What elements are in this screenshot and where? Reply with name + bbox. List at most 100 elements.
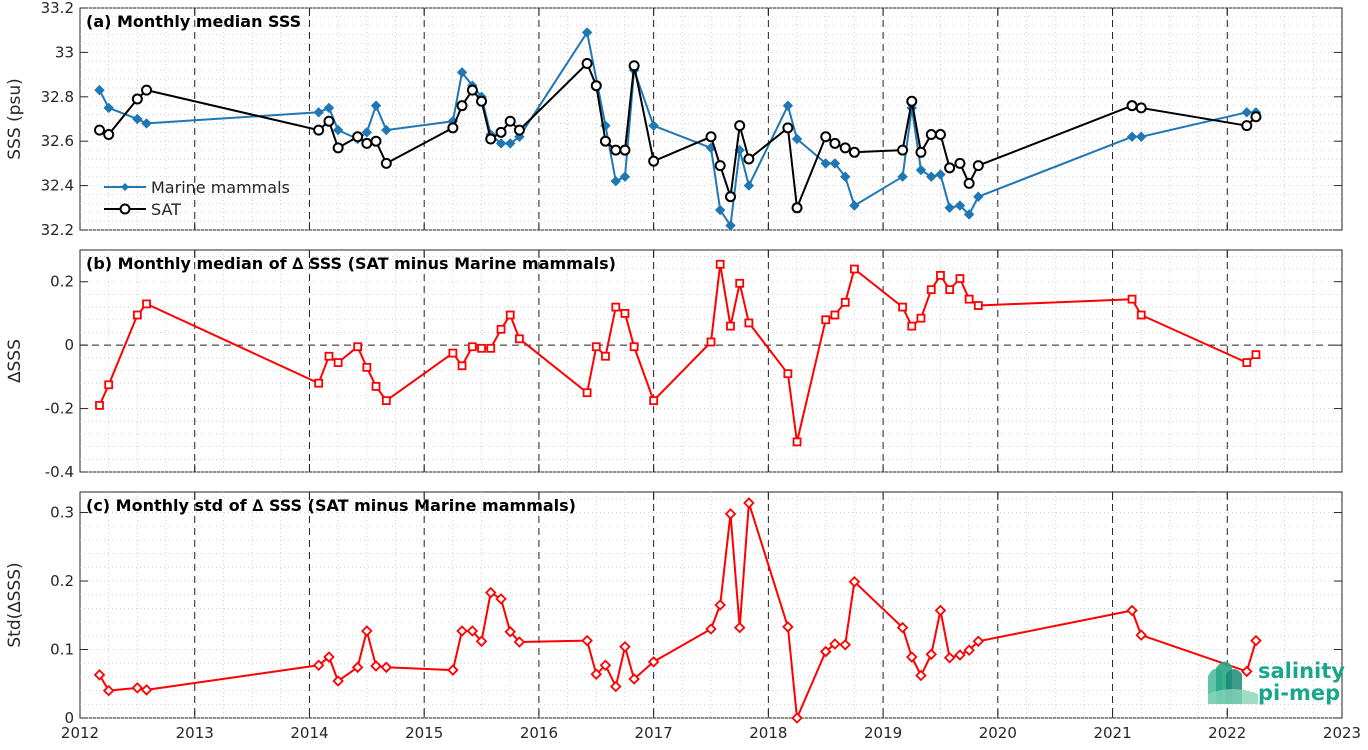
y-tick-label: 32.8 <box>41 88 74 106</box>
data-point <box>782 100 794 111</box>
data-point <box>963 644 975 656</box>
data-point <box>829 137 841 149</box>
data-point <box>840 171 851 182</box>
data-point <box>477 343 486 353</box>
data-point <box>963 177 975 189</box>
y-tick-label: 0.2 <box>50 273 74 291</box>
data-point <box>313 107 324 118</box>
panel-a-ylabel: SSS (psu) <box>5 78 25 159</box>
data-point <box>599 659 612 672</box>
data-point <box>485 133 497 145</box>
data-point <box>1250 634 1262 647</box>
y-tick-label: 0 <box>64 336 74 354</box>
data-point <box>944 202 955 214</box>
data-point <box>475 635 488 648</box>
panel-c-plot <box>93 497 1262 724</box>
data-point <box>945 285 955 295</box>
data-point <box>714 599 726 611</box>
data-point <box>782 621 794 633</box>
data-point <box>447 664 459 676</box>
data-point <box>370 660 382 672</box>
data-point <box>93 669 106 681</box>
data-point <box>964 294 974 304</box>
data-point <box>131 93 143 105</box>
data-point <box>581 634 593 647</box>
data-point <box>1126 100 1138 112</box>
y-tick-label: 32.4 <box>41 177 74 195</box>
data-point <box>582 388 592 398</box>
data-point <box>380 157 392 169</box>
data-point <box>323 651 335 663</box>
data-point <box>380 661 393 674</box>
data-point <box>447 122 459 134</box>
data-point <box>829 638 841 650</box>
panel-b-plot <box>95 259 1261 447</box>
data-point <box>476 95 488 107</box>
data-point <box>513 636 526 648</box>
data-point <box>725 220 736 231</box>
data-point <box>361 137 373 149</box>
data-point <box>142 299 151 309</box>
data-point <box>1136 131 1147 142</box>
y-tick-label: 32.6 <box>41 132 74 150</box>
data-point <box>898 302 907 312</box>
data-point <box>848 575 861 588</box>
data-point <box>906 651 918 663</box>
data-point <box>1242 358 1252 367</box>
logo-mark-icon <box>1208 661 1258 704</box>
data-point <box>735 278 745 288</box>
data-point <box>351 661 364 674</box>
data-point <box>629 342 639 352</box>
data-point <box>830 310 840 320</box>
data-point <box>935 169 946 180</box>
y-tick-label: 0.2 <box>50 572 74 590</box>
panel-b-ticks: -0.4 -0.2 0 0.2 <box>45 250 1343 481</box>
data-point <box>726 321 735 331</box>
data-point <box>705 131 717 143</box>
data-point <box>515 334 524 344</box>
x-tick-label: 2018 <box>749 724 787 742</box>
data-point <box>925 129 937 141</box>
legend-marker-marine <box>121 183 129 191</box>
data-point <box>973 301 983 310</box>
data-point <box>504 115 516 127</box>
data-point <box>104 380 114 390</box>
data-point <box>103 129 115 141</box>
data-point <box>934 129 946 141</box>
data-point <box>926 285 936 295</box>
x-tick-label: 2022 <box>1208 724 1246 742</box>
data-point <box>954 649 966 661</box>
data-point <box>792 437 802 447</box>
data-point <box>353 342 363 352</box>
data-point <box>819 645 832 658</box>
data-point <box>370 100 382 111</box>
data-point <box>619 641 631 653</box>
data-point <box>131 682 144 694</box>
data-point <box>972 635 985 648</box>
data-point <box>936 270 945 280</box>
data-point <box>829 158 841 169</box>
panel-c-title: (c) Monthly std of ∆ SSS (SAT minus Mari… <box>86 496 576 515</box>
data-point <box>647 656 660 668</box>
data-point <box>457 361 467 371</box>
x-tick-label: 2020 <box>979 724 1017 742</box>
legend-label-marine: Marine mammals <box>151 178 290 197</box>
data-point <box>916 313 926 323</box>
data-point <box>371 381 381 391</box>
data-point <box>897 144 909 156</box>
data-point <box>141 118 152 129</box>
panel-b-grid <box>80 250 1342 473</box>
data-point <box>973 191 984 202</box>
data-point <box>611 302 621 312</box>
x-tick-label: 2019 <box>864 724 902 742</box>
legend-marker-sat <box>119 203 131 215</box>
data-point <box>1251 350 1261 360</box>
data-point <box>1135 102 1147 114</box>
data-point <box>648 120 659 131</box>
data-point <box>791 202 803 214</box>
legend-label-sat: SAT <box>151 200 181 219</box>
data-point <box>715 259 725 269</box>
data-point <box>466 84 478 96</box>
x-tick-label: 2023 <box>1323 724 1361 742</box>
x-tick-label: 2012 <box>61 724 99 742</box>
